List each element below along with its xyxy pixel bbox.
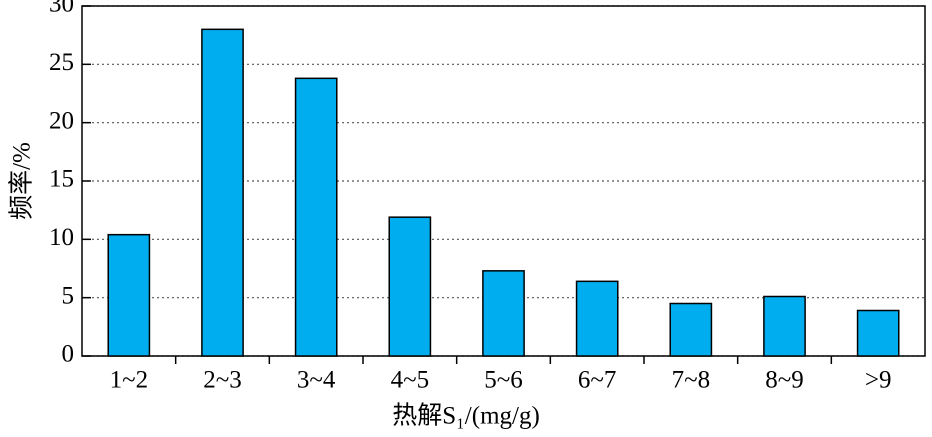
x-tick-label: 8~9 — [765, 367, 804, 394]
x-tick-label: 6~7 — [578, 367, 617, 394]
y-axis-label: 频率/% — [8, 142, 36, 220]
y-tick-label: 20 — [49, 107, 74, 134]
bar — [575, 280, 619, 357]
bar — [201, 28, 244, 357]
x-axis-label: 热解S₁/(mg/g) — [392, 402, 540, 430]
bar — [388, 216, 432, 357]
y-tick-label: 10 — [49, 224, 74, 251]
x-tick-label: 5~6 — [484, 367, 523, 394]
x-tick-label: >9 — [865, 367, 892, 394]
bar — [856, 309, 900, 357]
x-tick-label: 7~8 — [672, 367, 711, 394]
x-tick-label: 4~5 — [391, 367, 430, 394]
y-tick-label: 25 — [49, 49, 74, 76]
x-tick-label: 2~3 — [203, 367, 242, 394]
x-tick-label: 1~2 — [110, 367, 149, 394]
bar — [669, 302, 713, 357]
y-tick-label: 5 — [62, 282, 75, 309]
bar — [294, 77, 338, 357]
y-tick-label: 15 — [49, 166, 74, 193]
bar — [107, 233, 151, 357]
x-tick-label: 3~4 — [297, 367, 336, 394]
y-tick-label: 30 — [49, 0, 74, 18]
bar — [763, 295, 806, 357]
y-tick-label: 0 — [62, 341, 75, 368]
bar — [482, 270, 525, 357]
